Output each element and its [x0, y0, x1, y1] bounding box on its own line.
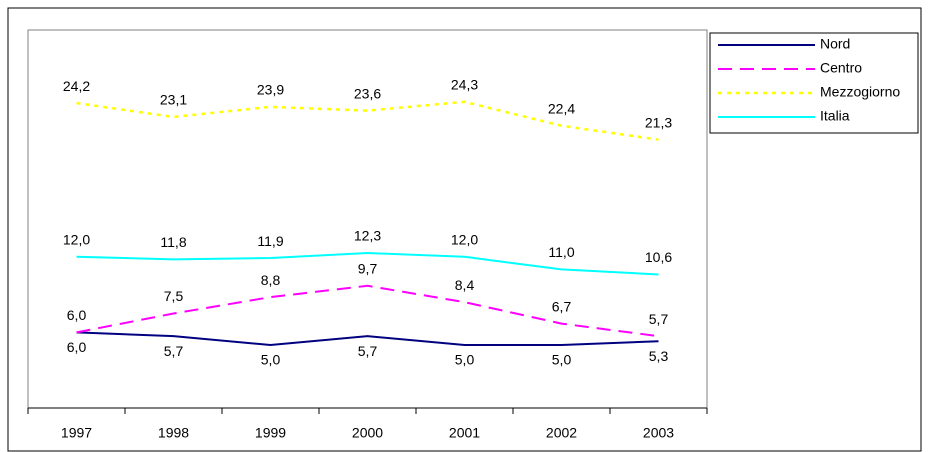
- data-label: 23,1: [160, 92, 187, 108]
- x-tick-label: 1997: [61, 425, 92, 441]
- x-tick-label: 2001: [449, 425, 480, 441]
- data-label: 5,0: [552, 352, 572, 368]
- data-label: 8,4: [455, 277, 475, 293]
- data-label: 22,4: [548, 100, 575, 116]
- series-line: [76, 331, 659, 347]
- data-label: 11,8: [160, 234, 186, 250]
- data-label: 10,6: [645, 249, 672, 265]
- data-label: 12,0: [451, 232, 478, 248]
- x-tick-label: 2003: [643, 425, 674, 441]
- data-label: 23,6: [354, 85, 381, 101]
- legend-label: Nord: [820, 36, 850, 52]
- data-label: 6,0: [67, 307, 87, 323]
- chart-border: [7, 7, 922, 452]
- data-label: 6,0: [67, 339, 87, 355]
- data-label: 11,0: [548, 244, 574, 260]
- x-tick-label: 1999: [255, 425, 286, 441]
- series-line: [76, 252, 659, 276]
- data-label: 12,0: [63, 232, 90, 248]
- data-label: 11,9: [257, 233, 283, 249]
- data-label: 8,8: [261, 272, 281, 288]
- legend-label: Centro: [820, 60, 862, 76]
- data-label: 5,0: [261, 352, 281, 368]
- x-tick-label: 1998: [158, 425, 189, 441]
- x-tick-label: 2002: [546, 425, 577, 441]
- data-label: 7,5: [164, 288, 184, 304]
- data-label: 5,3: [649, 348, 669, 364]
- series-line: [76, 284, 659, 338]
- data-label: 6,7: [552, 298, 572, 314]
- data-label: 5,0: [455, 352, 475, 368]
- data-label: 5,7: [164, 343, 184, 359]
- data-label: 9,7: [358, 260, 378, 276]
- x-tick-label: 2000: [352, 425, 383, 441]
- series-line: [76, 100, 659, 141]
- data-label: 21,3: [645, 114, 672, 130]
- data-label: 5,7: [358, 343, 378, 359]
- data-label: 24,3: [451, 77, 478, 93]
- legend-label: Italia: [820, 108, 850, 124]
- data-label: 24,2: [63, 78, 90, 94]
- data-label: 12,3: [354, 228, 381, 244]
- legend-label: Mezzogiorno: [820, 84, 900, 100]
- data-label: 23,9: [257, 82, 284, 98]
- data-label: 5,7: [649, 311, 669, 327]
